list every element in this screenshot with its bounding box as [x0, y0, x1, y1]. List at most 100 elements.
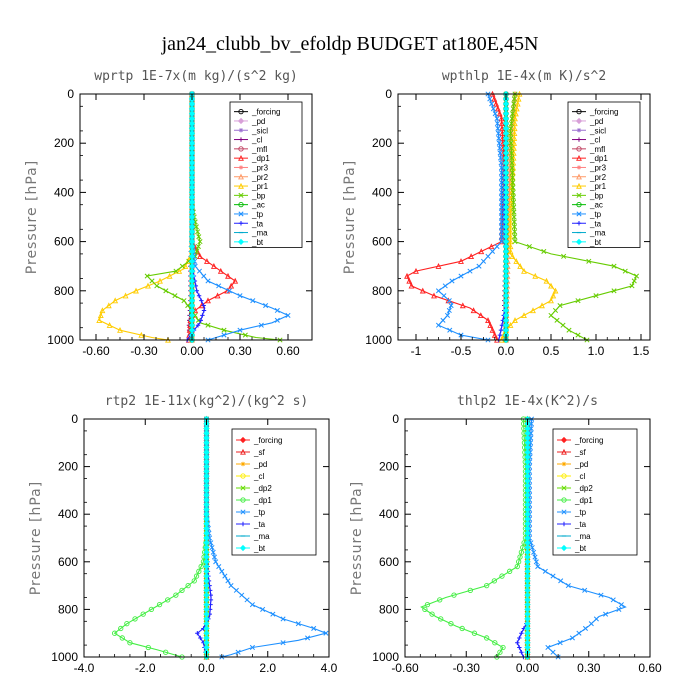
data-point [163, 649, 169, 655]
legend-marker-pd [240, 461, 246, 467]
x-tick-label: 0.60 [638, 661, 662, 675]
y-tick-label: 600 [54, 235, 74, 249]
data-point [193, 573, 200, 579]
data-point [543, 277, 550, 284]
data-point [198, 318, 203, 323]
data-point [285, 312, 291, 318]
data-point [214, 292, 221, 299]
legend-label-sf: _sf [574, 448, 586, 457]
data-point [182, 262, 189, 269]
y-tick-label: 0 [71, 412, 78, 426]
legend-label-pd: _pd [253, 460, 267, 469]
data-point [498, 199, 505, 205]
data-point [498, 234, 505, 240]
legend-marker-pr1 [238, 182, 244, 189]
panel-title: wpthlp 1E-4x(m K)/s^2 [442, 69, 606, 84]
series-markers-bt [524, 415, 531, 661]
data-point [232, 277, 239, 284]
y-tick-label: 1000 [47, 333, 74, 347]
data-point [166, 272, 173, 279]
legend-marker-forcing [576, 109, 582, 115]
data-point [633, 273, 640, 279]
legend-label-dp1: _dp1 [574, 496, 593, 505]
data-point [512, 239, 518, 245]
data-point [431, 292, 437, 299]
data-point [517, 645, 522, 650]
legend-box [231, 428, 317, 556]
legend-marker-sicl [576, 128, 582, 133]
data-point [458, 258, 464, 264]
series-markers-dp1 [404, 90, 508, 343]
data-point [495, 125, 501, 131]
data-point [440, 317, 446, 323]
legend-label-ta: _ta [253, 520, 266, 529]
legend-label-forcing: _forcing [253, 436, 282, 445]
x-tick-label: 0.0 [498, 344, 515, 358]
data-point [550, 649, 556, 655]
legend-label-pd: _pd [574, 460, 588, 469]
data-point [201, 273, 207, 279]
legend-label-forcing: _forcing [574, 436, 603, 445]
data-point [494, 116, 500, 122]
data-point [516, 559, 522, 565]
data-point [244, 597, 250, 603]
legend-label-pr2: _pr2 [589, 173, 607, 182]
data-point [521, 267, 527, 274]
series-markers-bt [203, 415, 210, 661]
legend-marker-ta [561, 521, 567, 527]
data-point [510, 194, 516, 200]
data-point [498, 170, 505, 176]
chart-panel-3: rtp2 1E-11x(kg^2)/(kg^2 s) Pressure [hPa]… [28, 394, 338, 675]
data-point [205, 278, 211, 284]
data-point [459, 625, 465, 632]
legend: _forcing_pd_sicl_cl_mfl_dp1_pr3_pr2_pr1_… [567, 101, 641, 248]
data-point [221, 332, 227, 338]
data-point [507, 208, 514, 215]
data-series-group [420, 415, 627, 661]
legend-label-pr3: _pr3 [251, 163, 269, 172]
series-markers-dp1 [111, 416, 210, 660]
y-axis-label: Pressure [hPa] [24, 160, 40, 274]
data-point [485, 253, 491, 259]
data-point [552, 307, 559, 314]
data-point [557, 640, 563, 646]
data-point [198, 635, 203, 641]
panel-title: rtp2 1E-11x(kg^2)/(kg^2 s) [105, 394, 309, 409]
y-axis-label: Pressure [hPa] [28, 481, 44, 595]
data-point [242, 332, 248, 338]
data-point [497, 332, 503, 338]
data-point [511, 214, 517, 220]
data-point [138, 331, 145, 338]
x-tick-label: 1.0 [588, 344, 605, 358]
data-point [507, 322, 514, 328]
data-point [493, 100, 500, 107]
data-point [528, 540, 534, 546]
legend-marker-cl [576, 137, 582, 142]
data-point [514, 563, 520, 570]
data-point [99, 307, 106, 314]
data-point [210, 262, 217, 269]
data-point [157, 277, 163, 284]
legend-label-dp1: _dp1 [251, 154, 270, 163]
legend-label-dp1: _dp1 [253, 496, 272, 505]
data-point [496, 110, 503, 117]
data-point [499, 573, 505, 579]
data-point [406, 277, 413, 284]
data-point [441, 293, 447, 299]
data-point [495, 130, 501, 136]
legend-marker-pr2 [576, 173, 582, 180]
x-tick-label: -0.60 [391, 661, 419, 675]
data-point [510, 106, 516, 112]
data-point [565, 583, 571, 589]
data-point [550, 573, 556, 579]
data-point [196, 568, 202, 574]
data-point [491, 95, 498, 102]
data-point [185, 582, 191, 589]
data-point [205, 297, 211, 304]
data-point [459, 302, 466, 309]
data-point [508, 145, 514, 151]
series-markers-tp [435, 91, 505, 343]
data-point [216, 564, 222, 570]
data-point [487, 96, 493, 102]
data-point [582, 625, 589, 631]
